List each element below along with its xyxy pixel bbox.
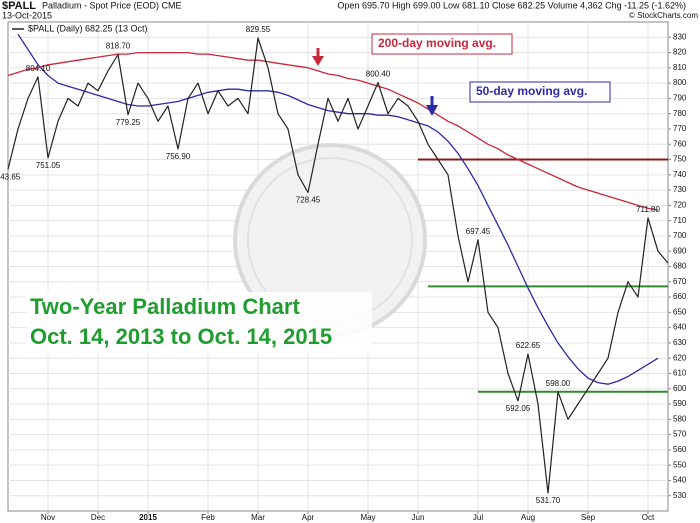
data-label: 622.65	[516, 341, 541, 350]
y-tick-label: 830	[673, 32, 687, 41]
annotation-bg	[26, 292, 372, 354]
y-tick-label: 580	[673, 414, 687, 423]
x-tick-label: Mar	[251, 513, 265, 522]
y-tick-label: 760	[673, 139, 687, 148]
y-tick-label: 820	[673, 48, 687, 57]
y-tick-label: 600	[673, 384, 687, 393]
y-tick-label: 810	[673, 63, 687, 72]
y-tick-label: 540	[673, 476, 687, 485]
y-tick-label: 690	[673, 246, 687, 255]
y-tick-label: 530	[673, 491, 687, 500]
data-label: 711.80	[636, 205, 660, 214]
data-label: 592.05	[506, 404, 531, 413]
y-tick-label: 770	[673, 124, 687, 133]
data-label: 779.25	[116, 118, 141, 127]
data-label: 804.10	[26, 64, 51, 73]
ma200-arrowhead	[312, 56, 324, 66]
x-tick-label: Feb	[201, 513, 215, 522]
y-tick-label: 660	[673, 292, 687, 301]
data-label: 743.65	[0, 172, 21, 181]
data-label: 829.55	[246, 25, 271, 34]
y-tick-label: 650	[673, 307, 687, 316]
y-tick-label: 790	[673, 94, 687, 103]
grid	[8, 22, 668, 511]
x-tick-label: May	[360, 513, 375, 522]
y-tick-label: 780	[673, 109, 687, 118]
y-tick-label: 680	[673, 262, 687, 271]
x-tick-label: Aug	[521, 513, 535, 522]
chart-title: $PALL	[2, 0, 36, 12]
series-line	[7, 37, 669, 494]
x-tick-label: Oct	[642, 513, 655, 522]
data-label: 531.70	[536, 496, 561, 505]
x-tick-label: 2015	[139, 513, 157, 522]
y-tick-label: 620	[673, 353, 687, 362]
data-label: 818.70	[106, 42, 131, 51]
y-tick-label: 730	[673, 185, 687, 194]
chart-annotation: Two-Year Palladium Chart	[30, 294, 300, 319]
x-tick-label: Jul	[473, 513, 483, 522]
ma50-box	[469, 81, 611, 103]
data-label: 756.90	[166, 152, 191, 161]
data-label: 697.45	[466, 227, 491, 236]
y-tick-label: 590	[673, 399, 687, 408]
ma50-annotation: 50-day moving avg.	[476, 84, 587, 98]
data-label: 728.45	[296, 196, 321, 205]
chart-subtitle: Palladium - Spot Price (EOD) CME	[42, 0, 182, 10]
ma50-arrowhead	[426, 105, 438, 116]
y-tick-label: 630	[673, 338, 687, 347]
chart-annotation: Oct. 14, 2013 to Oct. 14, 2015	[30, 324, 332, 349]
x-tick-label: Dec	[91, 513, 105, 522]
y-tick-label: 560	[673, 445, 687, 454]
data-label: 751.05	[36, 161, 61, 170]
series-line	[7, 51, 659, 211]
y-tick-label: 720	[673, 200, 687, 209]
chart-date: 13-Oct-2015	[2, 10, 52, 20]
ma200-box	[371, 33, 513, 55]
y-tick-label: 550	[673, 460, 687, 469]
ma200-annotation: 200-day moving avg.	[378, 36, 496, 50]
y-tick-label: 800	[673, 78, 687, 87]
levels	[418, 158, 668, 393]
x-tick-label: Jun	[412, 513, 425, 522]
y-tick-label: 610	[673, 369, 687, 378]
y-tick-label: 740	[673, 170, 687, 179]
x-tick-label: Sep	[581, 513, 596, 522]
data-label: 800.40	[366, 70, 391, 79]
y-tick-label: 750	[673, 155, 687, 164]
series-line	[17, 33, 659, 385]
x-tick-label: Apr	[302, 513, 315, 522]
quote: Open 695.70 High 699.00 Low 681.10 Close…	[337, 0, 686, 10]
y-tick-label: 570	[673, 430, 687, 439]
y-tick-label: 670	[673, 277, 687, 286]
data-label: 598.00	[546, 379, 571, 388]
y-tick-label: 700	[673, 231, 687, 240]
y-tick-label: 640	[673, 323, 687, 332]
lines	[7, 33, 669, 494]
y-tick-label: 710	[673, 216, 687, 225]
x-tick-label: Nov	[41, 513, 55, 522]
legend-label: $PALL (Daily) 682.25 (13 Oct)	[28, 23, 148, 33]
credit: © StockCharts.com	[629, 11, 698, 20]
